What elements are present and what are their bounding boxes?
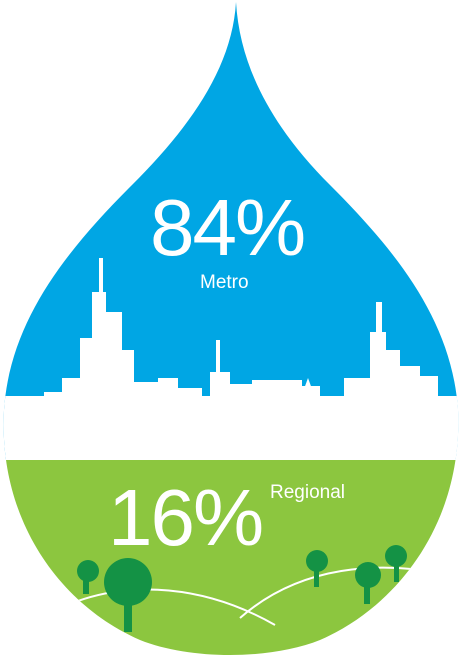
tree-icon: [77, 545, 407, 632]
metro-percentage: 84%: [150, 183, 306, 272]
city-skyline-icon: [3, 258, 459, 486]
metro-label: Metro: [200, 272, 249, 293]
regional-percentage: 16%: [108, 473, 264, 562]
regional-label: Regional: [270, 482, 345, 503]
